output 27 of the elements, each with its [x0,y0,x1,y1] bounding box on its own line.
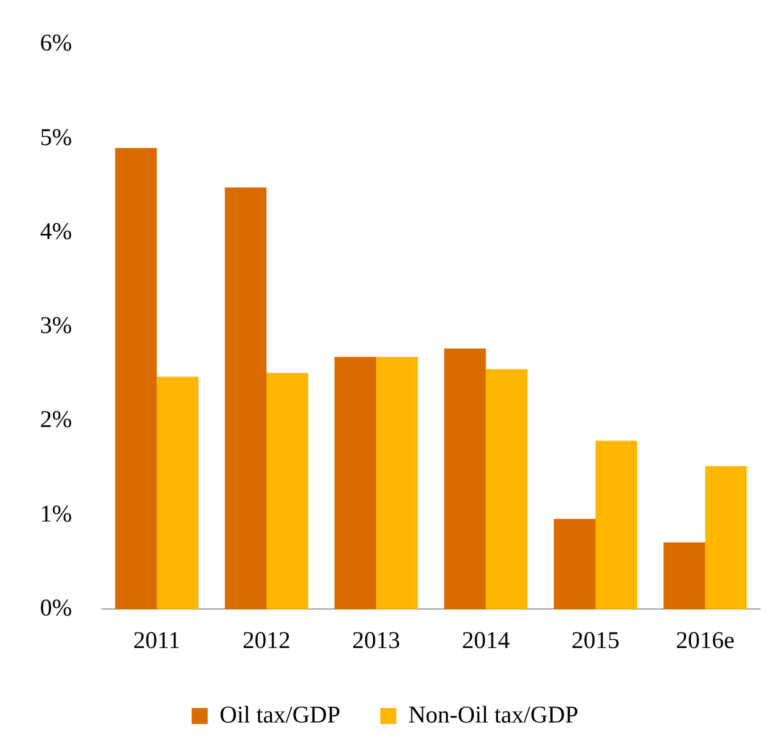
x-tick-label: 2015 [572,628,620,654]
y-tick-label: 5% [40,124,72,151]
bar [444,348,486,610]
x-tick-label: 2016e [676,628,734,654]
y-tick-label: 4% [40,218,72,245]
y-tick-label: 2% [40,407,72,434]
bar [266,372,308,610]
bar [115,148,157,610]
x-tick-label: 2012 [242,628,290,654]
bar [376,356,418,610]
legend-label: Non-Oil tax/GDP [408,702,578,728]
bar [486,369,528,610]
y-tick-label: 0% [40,595,72,622]
x-tick-label: 2014 [462,628,510,654]
bar [156,376,198,610]
bar [224,187,266,610]
bar [554,518,596,610]
bar [334,356,376,610]
x-tick-label: 2011 [133,628,180,654]
y-tick-label: 1% [40,501,72,528]
x-tick-label: 2013 [352,628,400,654]
y-tick-label: 3% [40,313,72,340]
bar [663,542,706,610]
bar [596,440,638,610]
y-tick-label: 6% [40,30,72,57]
bar [705,466,747,610]
legend-label: Oil tax/GDP [220,702,340,728]
